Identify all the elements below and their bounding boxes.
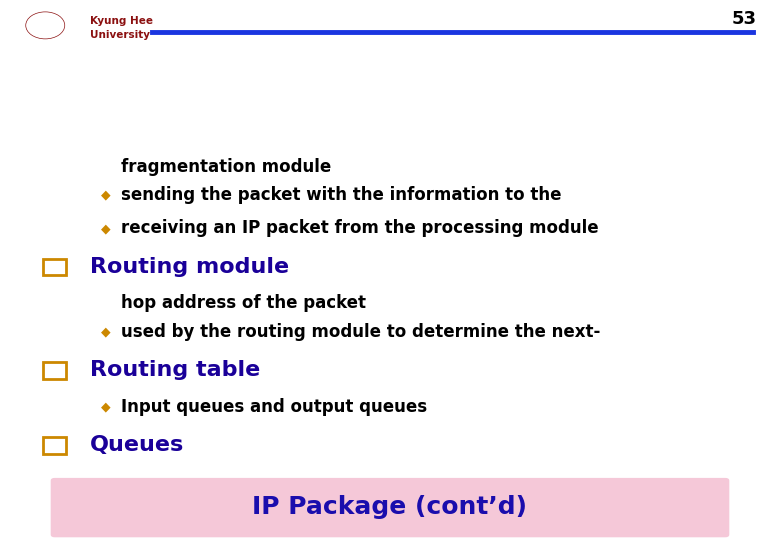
FancyBboxPatch shape (43, 437, 66, 454)
Text: hop address of the packet: hop address of the packet (121, 294, 366, 313)
FancyBboxPatch shape (51, 478, 729, 537)
Text: sending the packet with the information to the: sending the packet with the information … (121, 186, 562, 204)
Text: Kyung Hee
University: Kyung Hee University (90, 17, 153, 39)
Text: ◆: ◆ (101, 222, 110, 235)
Text: Queues: Queues (90, 435, 184, 456)
Text: ◆: ◆ (101, 400, 110, 413)
Text: Input queues and output queues: Input queues and output queues (121, 397, 427, 416)
Text: 53: 53 (732, 10, 757, 28)
FancyBboxPatch shape (43, 259, 66, 275)
Text: Routing table: Routing table (90, 360, 260, 381)
Text: receiving an IP packet from the processing module: receiving an IP packet from the processi… (121, 219, 598, 238)
Text: ◆: ◆ (101, 325, 110, 338)
Text: Routing module: Routing module (90, 257, 289, 278)
Text: ◆: ◆ (101, 188, 110, 201)
Text: used by the routing module to determine the next-: used by the routing module to determine … (121, 322, 601, 341)
Text: IP Package (cont’d): IP Package (cont’d) (253, 495, 527, 518)
FancyBboxPatch shape (43, 362, 66, 379)
Text: fragmentation module: fragmentation module (121, 158, 332, 176)
